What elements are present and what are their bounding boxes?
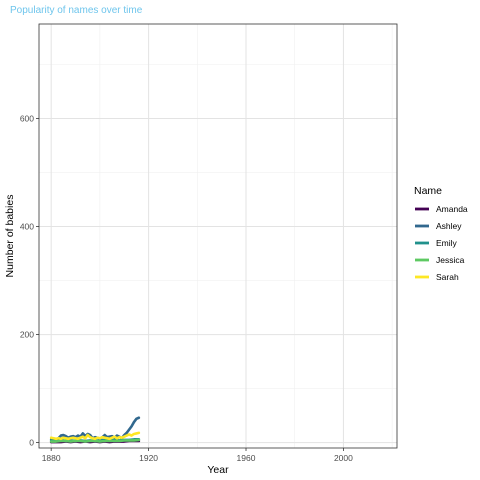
legend-label: Amanda: [436, 204, 468, 214]
legend-label: Ashley: [436, 221, 462, 231]
plot-border: [38, 23, 398, 449]
series-line-jessica: [49, 438, 141, 443]
x-tick-label: 1920: [139, 453, 158, 463]
chart-title: Popularity of names over time: [10, 5, 143, 16]
y-tick-label: 600: [20, 114, 34, 124]
series-lines: [49, 416, 141, 444]
y-tick-label: 200: [20, 330, 34, 340]
legend-label: Emily: [436, 238, 458, 248]
y-tick-label: 0: [29, 438, 34, 448]
legend-label: Jessica: [436, 255, 465, 265]
y-tick-label: 400: [20, 222, 34, 232]
x-tick-label: 1880: [42, 453, 61, 463]
x-tick-label: 2000: [334, 453, 353, 463]
series-line-ashley: [49, 416, 141, 442]
series-line-sarah: [49, 431, 141, 441]
legend-title: Name: [414, 185, 442, 197]
legend-label: Sarah: [436, 272, 459, 282]
legend: Name Amanda Ashley Emily Jessica Sarah: [414, 185, 468, 282]
x-axis-title: Year: [207, 464, 229, 476]
plot-panel: [39, 24, 397, 448]
x-tick-label: 1960: [237, 453, 256, 463]
axes: 1880 1920 1960 2000 0 200 400 600: [20, 114, 353, 463]
y-axis-title: Number of babies: [4, 195, 16, 278]
